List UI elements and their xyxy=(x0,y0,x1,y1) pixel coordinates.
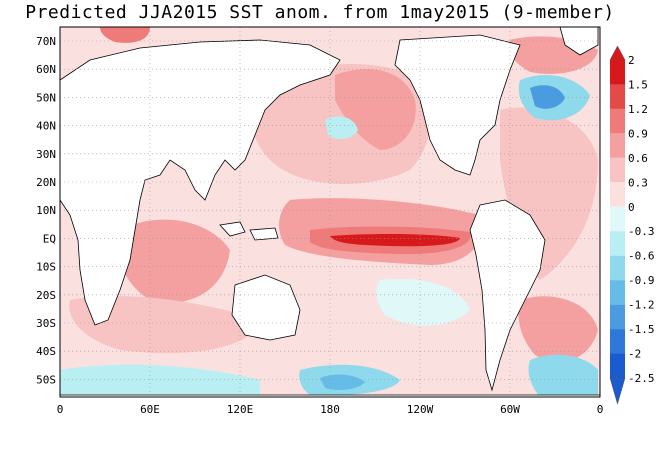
el-nino-peak xyxy=(330,233,460,247)
lat-tick-label: 30N xyxy=(36,148,56,161)
lat-tick-label: 40S xyxy=(36,345,56,358)
lon-tick-label: 0 xyxy=(57,403,64,416)
lat-tick-label: 30S xyxy=(36,317,56,330)
colorbar-segment xyxy=(610,304,625,330)
colorbar-segment xyxy=(610,182,625,207)
south-indian-warm xyxy=(69,296,260,354)
colorbar: 2 1.5 1.2 0.9 0.6 0.3 0 -0.3 -0.6 -0.9 -1.2 -1.5 -2 -… xyxy=(609,45,655,405)
lon-tick-label: 60E xyxy=(140,403,160,416)
lat-tick-label: 40N xyxy=(36,120,56,133)
land-north-america xyxy=(394,34,521,176)
continents xyxy=(60,27,600,397)
lat-tick-label: 50N xyxy=(36,91,56,104)
colorbar-segment xyxy=(610,255,625,281)
southern-ocean-cool-3 xyxy=(320,374,365,390)
colorbar-bottom-arrow xyxy=(609,377,626,405)
lat-tick-label: 10S xyxy=(36,261,56,274)
colorbar-segment xyxy=(610,353,625,378)
indian-ocean-warm xyxy=(117,219,230,303)
colorbar-label: -2 xyxy=(628,348,641,361)
lat-tick-label: 10N xyxy=(36,204,56,217)
longitude-labels: 0 60E 120E 180 120W 60W 0 xyxy=(57,403,604,416)
lon-tick-label: 180 xyxy=(320,403,340,416)
land-australia xyxy=(231,274,301,341)
land-greenland xyxy=(559,27,599,56)
colorbar-label: 0.6 xyxy=(628,152,648,165)
colorbar-label: -0.3 xyxy=(628,225,655,238)
land-indonesia xyxy=(219,221,279,241)
colorbar-label: -1.2 xyxy=(628,299,655,312)
lat-tick-label: 20N xyxy=(36,176,56,189)
lon-tick-label: 120E xyxy=(227,403,254,416)
lon-tick-label: 0 xyxy=(597,403,604,416)
colorbar-label: -0.6 xyxy=(628,250,655,263)
land-south-america xyxy=(469,199,546,392)
colorbar-label: 1.5 xyxy=(628,78,648,91)
lon-tick-label: 120W xyxy=(407,403,434,416)
colorbar-label: 0 xyxy=(628,201,635,214)
colorbar-label: -1.5 xyxy=(628,323,655,336)
colorbar-label: -0.9 xyxy=(628,274,655,287)
map-title: Predicted JJA2015 SST anom. from 1may201… xyxy=(25,2,615,23)
map-frame xyxy=(59,26,601,398)
lon-tick-label: 60W xyxy=(500,403,520,416)
colorbar-label: 0.3 xyxy=(628,176,648,189)
colorbar-segment xyxy=(610,280,625,305)
colorbar-top-arrow xyxy=(609,45,626,61)
colorbar-segment xyxy=(610,108,625,134)
south-atlantic-warm xyxy=(518,296,598,362)
colorbar-segment xyxy=(610,329,625,354)
lat-tick-label: 50S xyxy=(36,373,56,386)
anomaly-field xyxy=(60,27,600,397)
colorbar-segment xyxy=(610,231,625,256)
south-atlantic-cool xyxy=(528,354,598,397)
colorbar-label: 2 xyxy=(628,54,635,67)
north-atlantic-strong-cool xyxy=(530,85,565,109)
southern-ocean-cool-1 xyxy=(60,364,260,397)
colorbar-label: -2.5 xyxy=(628,372,655,385)
land-africa-eurasia xyxy=(60,39,341,326)
lat-tick-label: 20S xyxy=(36,289,56,302)
colorbar-segment xyxy=(610,206,625,232)
colorbar-segment xyxy=(610,157,625,183)
colorbar-label: 1.2 xyxy=(628,103,648,116)
colorbar-segment xyxy=(610,133,625,158)
colorbar-segment xyxy=(610,84,625,109)
grid-lines xyxy=(60,27,600,397)
latitude-labels: 70N 60N 50N 40N 30N 20N 10N EQ 10S 20S 30S 40S 50S xyxy=(36,35,56,386)
colorbar-segment xyxy=(610,60,625,85)
north-pacific-cool-patch xyxy=(325,116,358,140)
lat-tick-label: 60N xyxy=(36,63,56,76)
arctic-warm-patch xyxy=(100,27,150,43)
lat-tick-label: 70N xyxy=(36,35,56,48)
east-pacific-cool xyxy=(376,278,470,326)
colorbar-label: 0.9 xyxy=(628,127,648,140)
lat-tick-label: EQ xyxy=(43,232,56,245)
